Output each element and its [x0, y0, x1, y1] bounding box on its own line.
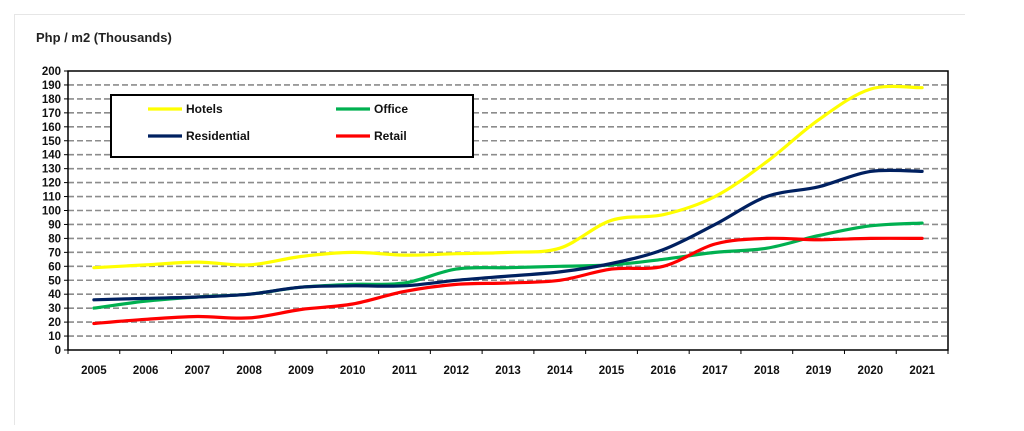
legend-box: [110, 94, 474, 158]
legend-label-retail: Retail: [374, 129, 407, 143]
y-tick-label: 10: [48, 331, 61, 343]
y-tick-label: 150: [42, 136, 61, 148]
y-tick-label: 130: [42, 164, 61, 176]
x-tick-label: 2019: [806, 365, 832, 377]
x-tick-label: 2013: [495, 365, 521, 377]
x-tick-label: 2020: [858, 365, 884, 377]
plot-area-border: [67, 70, 949, 351]
x-tick-label: 2012: [443, 365, 469, 377]
x-tick-label: 2018: [754, 365, 780, 377]
x-tick-label: 2016: [650, 365, 676, 377]
y-tick-label: 100: [42, 206, 61, 218]
x-tick-label: 2015: [599, 365, 625, 377]
y-tick-label: 60: [48, 261, 61, 273]
y-tick-label: 70: [48, 247, 61, 259]
series-line-residential: [92, 168, 924, 302]
y-tick-label: 0: [55, 345, 61, 357]
y-tick-label: 180: [42, 94, 61, 106]
y-tick-label: 40: [48, 289, 61, 301]
y-tick-label: 140: [42, 150, 61, 162]
series-line-retail: [92, 236, 924, 326]
legend-label-residential: Residential: [186, 129, 250, 143]
y-tick-label: 200: [42, 66, 61, 78]
y-tick-label: 30: [48, 303, 61, 315]
x-tick-label: 2017: [702, 365, 728, 377]
y-tick-label: 170: [42, 108, 61, 120]
x-tick-label: 2009: [288, 365, 314, 377]
legend-label-hotels: Hotels: [186, 102, 223, 116]
x-tick-label: 2008: [236, 365, 262, 377]
y-tick-label: 190: [42, 80, 61, 92]
x-tick-label: 2010: [340, 365, 366, 377]
x-tick-label: 2021: [909, 365, 935, 377]
y-tick-label: 110: [42, 192, 61, 204]
series-line-hotels: [92, 84, 924, 270]
x-tick-label: 2005: [81, 365, 107, 377]
x-tick-label: 2006: [133, 365, 159, 377]
x-tick-label: 2014: [547, 365, 573, 377]
y-tick-label: 90: [48, 219, 61, 231]
y-tick-label: 120: [42, 178, 61, 190]
y-tick-label: 160: [42, 122, 61, 134]
y-axis-unit-label: Php / m2 (Thousands): [36, 30, 172, 45]
y-tick-label: 20: [48, 317, 61, 329]
legend-label-office: Office: [374, 102, 408, 116]
y-tick-label: 80: [48, 233, 61, 245]
x-tick-label: 2007: [185, 365, 211, 377]
y-tick-label: 50: [48, 275, 61, 287]
x-tick-label: 2011: [392, 365, 418, 377]
